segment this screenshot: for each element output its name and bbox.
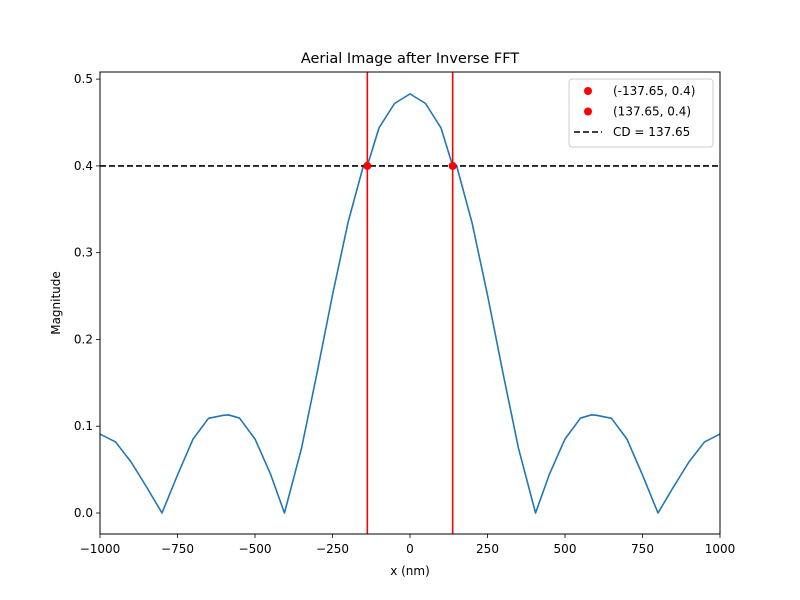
x-axis-label: x (nm)	[390, 564, 430, 578]
legend: (-137.65, 0.4) (137.65, 0.4) CD = 137.65	[568, 78, 714, 148]
plot-area	[100, 72, 720, 534]
legend-label: CD = 137.65	[613, 125, 690, 139]
y-tick-label: 0.1	[74, 419, 93, 433]
legend-marker	[584, 87, 592, 95]
x-axis: −1000 −750 −500 −250 0 250 500 750 1000	[80, 534, 736, 556]
x-tick-label: −250	[316, 542, 349, 556]
x-tick-label: −1000	[80, 542, 121, 556]
magnitude-curve	[100, 93, 720, 514]
x-tick-label: −750	[161, 542, 194, 556]
chart-title: Aerial Image after Inverse FFT	[301, 51, 519, 67]
legend-marker	[584, 107, 592, 116]
y-axis: 0.0 0.1 0.2 0.3 0.4 0.5	[74, 72, 100, 520]
legend-box	[568, 78, 714, 148]
intersection-point-2	[448, 161, 457, 170]
x-tick-label: 1000	[705, 542, 736, 556]
x-tick-label: 500	[554, 542, 577, 556]
y-axis-label: Magnitude	[49, 271, 63, 335]
y-tick-label: 0.2	[74, 332, 93, 346]
x-tick-label: 750	[631, 542, 654, 556]
y-tick-label: 0.0	[74, 506, 93, 520]
x-tick-label: −500	[239, 542, 272, 556]
y-tick-label: 0.4	[74, 159, 93, 173]
x-tick-label: 250	[476, 542, 499, 556]
y-tick-label: 0.3	[74, 246, 93, 260]
legend-label: (137.65, 0.4)	[613, 105, 691, 119]
legend-label: (-137.65, 0.4)	[613, 84, 695, 98]
x-tick-label: 0	[406, 542, 414, 556]
intersection-point-1	[363, 161, 372, 170]
y-tick-label: 0.5	[74, 72, 93, 86]
